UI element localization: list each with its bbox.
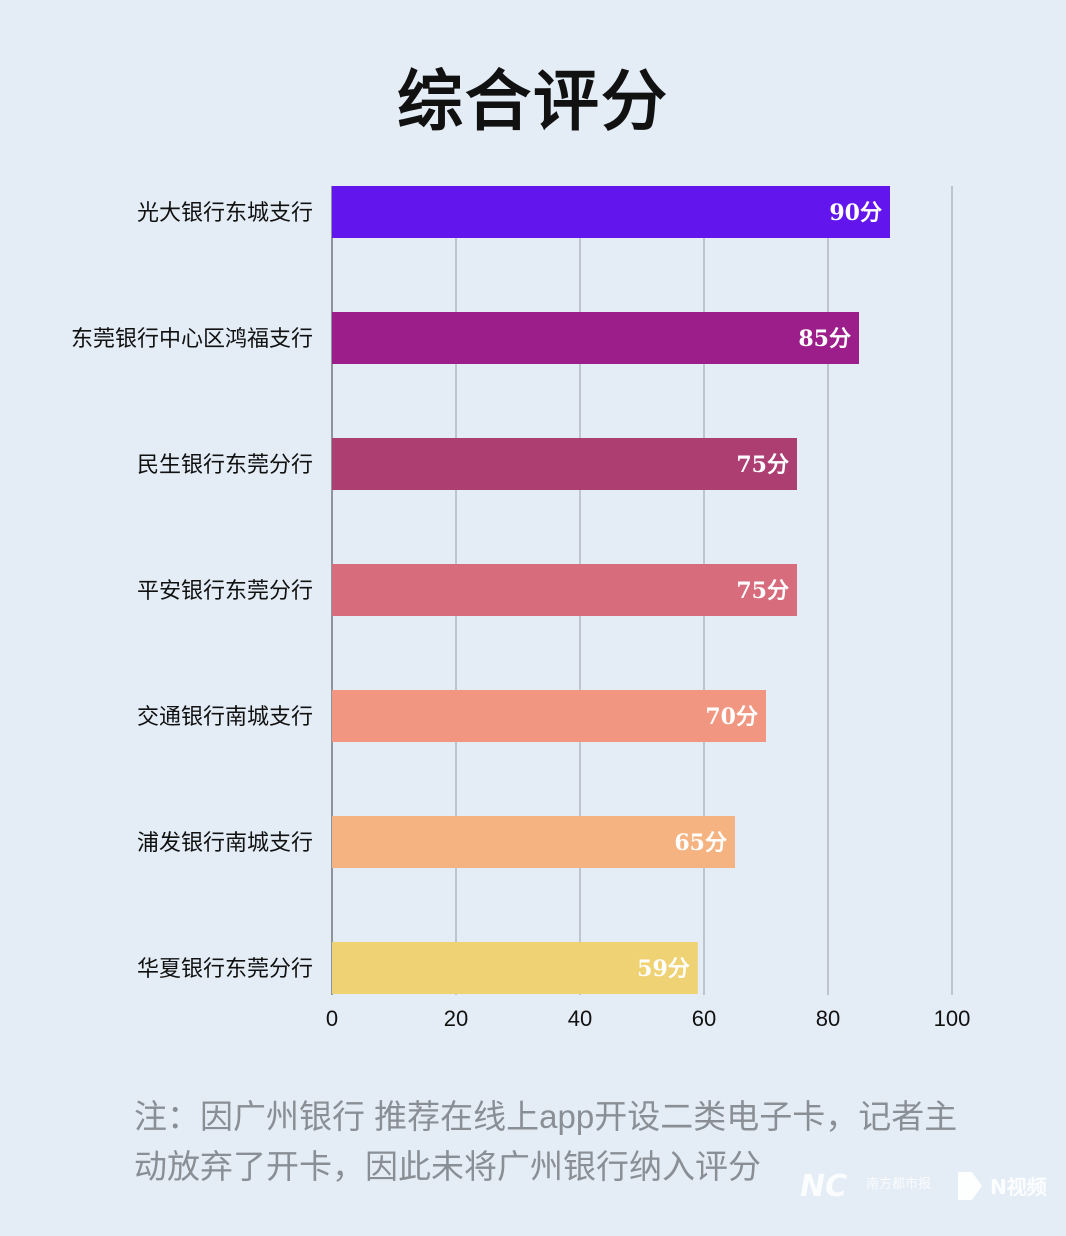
- x-tick-label: 80: [816, 1006, 840, 1031]
- video-logo-icon: [958, 1172, 982, 1200]
- value-label: 70分: [705, 704, 758, 730]
- value-labels: 90分 85分 75分 75分 70分 65分 59分: [637, 200, 882, 982]
- category-label: 浦发银行南城支行: [137, 830, 313, 855]
- bar-2: [332, 438, 797, 490]
- chart-title: 综合评分: [397, 64, 669, 138]
- value-label: 75分: [736, 452, 789, 478]
- x-tick-label: 60: [692, 1006, 716, 1031]
- category-label: 华夏银行东莞分行: [137, 956, 313, 981]
- bar-3: [332, 564, 797, 616]
- watermark-video: N视频: [990, 1175, 1047, 1199]
- category-label: 东莞银行中心区鸿福支行: [71, 326, 313, 351]
- bar-4: [332, 690, 766, 742]
- value-label: 90分: [829, 200, 882, 226]
- value-label: 85分: [798, 326, 851, 352]
- category-label: 光大银行东城支行: [137, 200, 313, 225]
- category-labels: 光大银行东城支行东莞银行中心区鸿福支行民生银行东莞分行平安银行东莞分行交通银行南…: [71, 200, 313, 981]
- category-label: 民生银行东莞分行: [137, 452, 313, 477]
- footnote: 注：因广州银行 推荐在线上app开设二类电子卡，记者主动放弃了开卡，因此未将广州…: [134, 1098, 958, 1185]
- bar-6: [332, 942, 698, 994]
- category-label: 平安银行东莞分行: [137, 578, 313, 603]
- x-tick-label: 40: [568, 1006, 592, 1031]
- x-tick-label: 100: [934, 1006, 971, 1031]
- watermark-sub: 南方都市报: [866, 1176, 931, 1192]
- bar-0: [332, 186, 890, 238]
- value-label: 65分: [674, 830, 727, 856]
- category-label: 交通银行南城支行: [137, 704, 313, 729]
- bar-5: [332, 816, 735, 868]
- watermark-logo: NC: [800, 1169, 847, 1204]
- x-axis-ticks: 0 20 40 60 80 100: [326, 1006, 970, 1031]
- value-label: 75分: [736, 578, 789, 604]
- bar-chart: 光大银行东城支行东莞银行中心区鸿福支行民生银行东莞分行平安银行东莞分行交通银行南…: [71, 186, 970, 1031]
- bar-1: [332, 312, 859, 364]
- x-tick-label: 20: [444, 1006, 468, 1031]
- bars: [332, 186, 890, 994]
- value-label: 59分: [637, 956, 690, 982]
- x-tick-label: 0: [326, 1006, 338, 1031]
- watermark: NC 南方都市报 N视频: [800, 1169, 1047, 1204]
